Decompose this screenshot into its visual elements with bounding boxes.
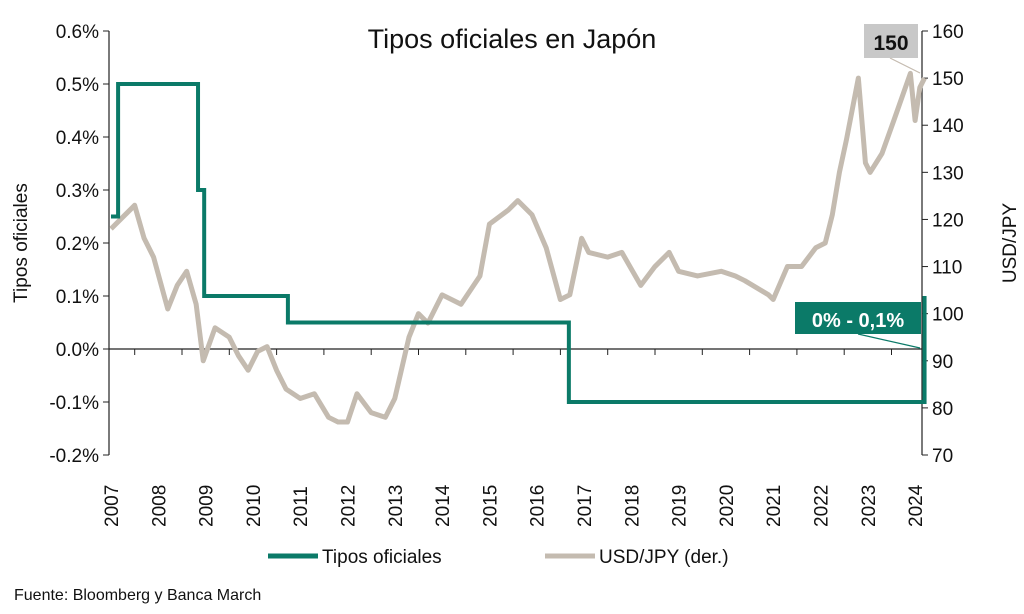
x-tick-label: 2015	[480, 485, 501, 527]
legend-label-usdjpy: USD/JPY (der.)	[599, 547, 729, 568]
y-tick-label: 0.1%	[56, 287, 99, 308]
y2-tick-label: 160	[932, 22, 964, 43]
source-note: Fuente: Bloomberg y Banca March	[14, 587, 261, 604]
x-tick-label: 2019	[670, 485, 691, 527]
y-tick-label: 0.4%	[56, 128, 99, 149]
x-tick-label: 2013	[386, 485, 407, 527]
y2-tick-label: 90	[932, 352, 953, 373]
y-tick-label: 0.0%	[56, 340, 99, 361]
y2-tick-label: 70	[932, 446, 953, 467]
x-tick-label: 2012	[339, 485, 360, 527]
x-tick-label: 2014	[433, 484, 454, 527]
x-tick-label: 2010	[244, 485, 265, 527]
x-tick-label: 2021	[764, 485, 785, 527]
x-tick-label: 2011	[291, 486, 312, 527]
legend-label-policy: Tipos oficiales	[322, 547, 442, 568]
y-tick-label: 0.6%	[56, 22, 99, 43]
annotation-150: 150	[873, 32, 908, 55]
y2-tick-label: 100	[932, 305, 964, 326]
y-tick-label: 0.3%	[56, 181, 99, 202]
x-tick-label: 2018	[622, 485, 643, 527]
y2-tick-label: 120	[932, 210, 964, 231]
y-axis-label: Tipos oficiales	[11, 183, 32, 303]
annotation-rate-leader	[857, 333, 921, 349]
series-policy-line	[111, 82, 927, 404]
x-tick-label: 2020	[717, 485, 738, 527]
y2-tick-label: 80	[932, 399, 953, 420]
x-tick-label: 2009	[197, 485, 218, 527]
y-tick-label: 0.2%	[56, 234, 99, 255]
x-tick-label: 2016	[528, 485, 549, 527]
y2-tick-label: 140	[932, 116, 964, 137]
x-tick-label: 2007	[102, 485, 123, 527]
annotation-150-box	[864, 24, 918, 58]
annotation-rate-box	[795, 302, 921, 334]
x-tick-label: 2022	[812, 485, 833, 527]
x-tick-label: 2023	[859, 485, 880, 527]
legend: Tipos oficiales USD/JPY (der.)	[268, 547, 729, 568]
chart-title: Tipos oficiales en Japón	[368, 24, 657, 54]
y2-axis-label: USD/JPY	[1000, 203, 1021, 284]
x-tick-label: 2017	[575, 485, 596, 527]
y2-tick-label: 150	[932, 69, 964, 90]
annotation-rate: 0% - 0,1%	[812, 310, 904, 332]
series-usdjpy-line	[109, 70, 927, 425]
y-tick-label: 0.5%	[56, 75, 99, 96]
y-tick-label: -0.1%	[49, 393, 99, 414]
annotation-150-leader	[889, 57, 921, 74]
x-tick-label: 2008	[149, 485, 170, 527]
y2-tick-label: 110	[932, 258, 962, 279]
y2-tick-label: 130	[932, 163, 964, 184]
x-tick-label: 2024	[906, 484, 927, 527]
y-tick-label: -0.2%	[49, 446, 99, 467]
